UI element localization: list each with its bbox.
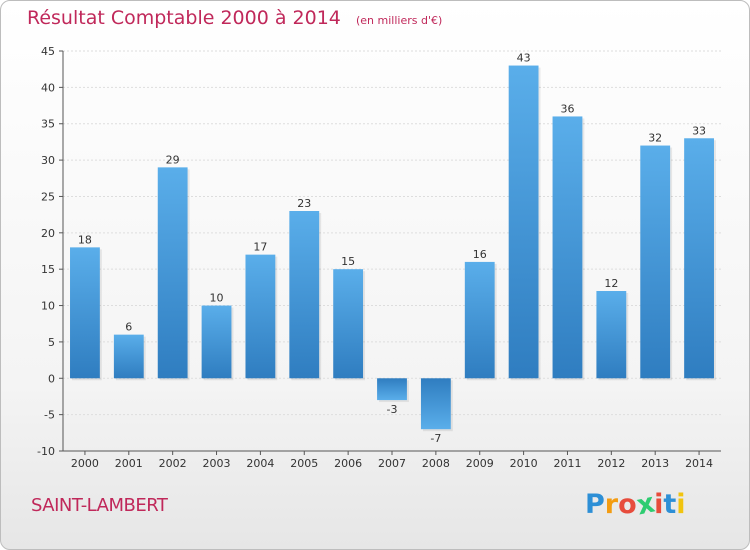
bar-value-label: 6 (125, 321, 132, 334)
bar-2011 (552, 116, 583, 379)
bar-2008 (420, 378, 451, 430)
y-tick-label: 10 (41, 300, 55, 313)
bar-value-label: 29 (166, 153, 180, 166)
bar-2005 (289, 211, 320, 379)
chart-title-row: Résultat Comptable 2000 à 2014 (en milli… (27, 7, 442, 29)
chart-subtitle: (en milliers d'€) (355, 14, 443, 27)
logo-letter: P (585, 489, 605, 520)
bar-2010 (508, 65, 539, 379)
location-label: SAINT-LAMBERT (31, 495, 168, 516)
y-tick-label: -10 (37, 445, 55, 458)
bar-2004 (245, 254, 276, 379)
x-tick-label: 2004 (246, 457, 274, 470)
x-tick-label: 2010 (510, 457, 538, 470)
logo-letter: o (618, 489, 637, 520)
bar-2007 (377, 378, 407, 401)
bar-2002 (157, 167, 188, 379)
grid-layer (63, 50, 721, 452)
logo-letter: t (663, 489, 677, 520)
bar-2013 (640, 145, 671, 379)
bar-value-label: 18 (78, 233, 92, 246)
x-tick-label: 2013 (641, 457, 669, 470)
bar-value-label: 33 (692, 124, 706, 137)
bar-2014 (684, 138, 714, 379)
bar-value-label: -7 (430, 432, 441, 445)
y-tick-label: 5 (48, 336, 55, 349)
y-tick-label: 45 (41, 45, 55, 58)
logo-letter: i (676, 489, 686, 520)
y-tick-label: 0 (48, 372, 55, 385)
y-tick-label: 30 (41, 154, 55, 167)
bar-value-label: 17 (253, 241, 267, 254)
y-tick-label: 25 (41, 190, 55, 203)
bar-2012 (596, 291, 627, 379)
y-tick-label: 40 (41, 81, 55, 94)
bar-value-label: 36 (560, 102, 574, 115)
x-tick-label: 2014 (685, 457, 713, 470)
bar-value-label: 10 (210, 292, 224, 305)
bar-value-label: 16 (473, 248, 487, 261)
bar-2000 (70, 247, 100, 379)
bar-2006 (333, 269, 364, 379)
x-tick-label: 2002 (159, 457, 187, 470)
axis-layer: -10 -5 0 5 10 15 20 25 30 35 40 45 2000 2001 2002 2003 2… (37, 45, 721, 470)
x-tick-label: 2003 (203, 457, 231, 470)
x-tick-label: 2011 (553, 457, 581, 470)
x-tick-label: 2006 (334, 457, 362, 470)
y-tick-label: 20 (41, 227, 55, 240)
chart-title: Résultat Comptable 2000 à 2014 (27, 7, 341, 29)
bar-value-label: 15 (341, 255, 355, 268)
y-tick-label: 35 (41, 118, 55, 131)
x-tick-label: 2001 (115, 457, 143, 470)
bar-value-label: 12 (604, 277, 618, 290)
y-tick-label: -5 (44, 409, 55, 422)
x-tick-label: 2009 (466, 457, 494, 470)
y-tick-label: 15 (41, 263, 55, 276)
logo-letter: r (604, 489, 619, 520)
bar-value-label: 43 (517, 52, 531, 65)
bar-2009 (464, 261, 495, 379)
x-tick-label: 2007 (378, 457, 406, 470)
bar-value-label: 23 (297, 197, 311, 210)
x-tick-label: 2008 (422, 457, 450, 470)
logo-letter: i (654, 489, 664, 520)
bar-value-label: 32 (648, 132, 662, 145)
x-tick-label: 2000 (71, 457, 99, 470)
bar-2001 (113, 334, 144, 379)
x-tick-label: 2005 (290, 457, 318, 470)
bar-2003 (201, 305, 232, 379)
brand-logo: Proxiti (585, 488, 686, 522)
bar-layer (70, 65, 716, 432)
label-layer: 18 6 29 10 17 23 15 -3 -7 16 43 36 12 32 33 (78, 52, 706, 446)
bar-value-label: -3 (387, 403, 398, 416)
x-tick-label: 2012 (597, 457, 625, 470)
